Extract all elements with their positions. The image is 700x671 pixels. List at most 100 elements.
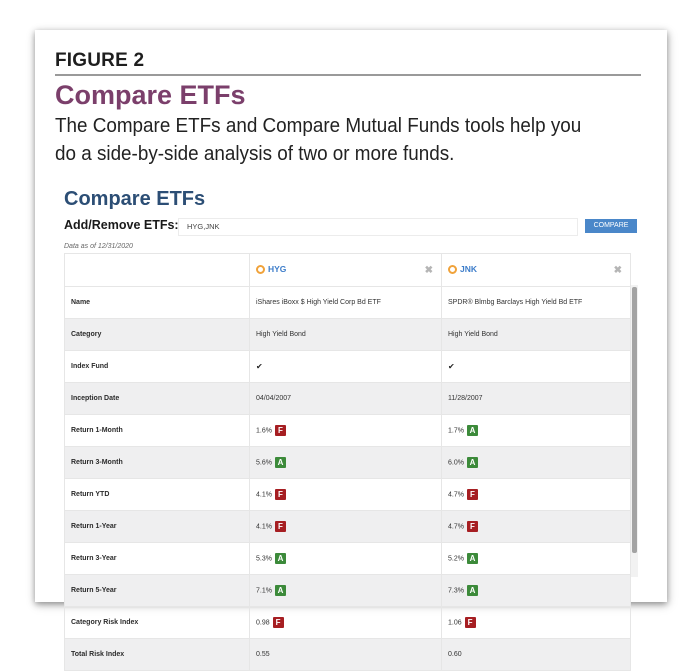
compare-button[interactable]: COMPARE: [585, 219, 637, 233]
value-text: 4.1%: [256, 491, 272, 499]
grade-badge: A: [466, 425, 478, 436]
etf-tickers-input[interactable]: [178, 218, 578, 236]
value-text: 1.7%: [448, 427, 464, 435]
fund-value-cell: 5.3% A: [249, 542, 442, 575]
fund-value-cell: 1.6% F: [249, 414, 442, 447]
grade-badge: A: [274, 457, 286, 468]
value-text: 4.7%: [448, 523, 464, 531]
fund-value-cell: 7.3% A: [441, 574, 631, 607]
table-row: Return 3-Year 5.3% A 5.2% A: [64, 542, 631, 575]
value-text: 7.1%: [256, 587, 272, 595]
fund-value-cell: 7.1% A: [249, 574, 442, 607]
checkmark-icon: ✔: [448, 362, 455, 371]
value-text: 5.3%: [256, 555, 272, 563]
fund-ticker: JNK: [460, 264, 478, 275]
remove-fund-close-icon[interactable]: ✖: [613, 265, 622, 276]
table-row: Category High Yield Bond High Yield Bond: [64, 318, 631, 351]
grade-badge: A: [466, 457, 478, 468]
figure-description: The Compare ETFs and Compare Mutual Fund…: [55, 114, 582, 165]
table-row: Return 1-Year 4.1% F 4.7% F: [64, 510, 631, 543]
fund-value-cell: iShares iBoxx $ High Yield Corp Bd ETF: [249, 286, 442, 319]
fund-value-cell: High Yield Bond: [249, 318, 442, 351]
row-label: Total Risk Index: [64, 638, 250, 671]
row-label: Return 1-Year: [64, 510, 250, 543]
fund-value-cell: 4.1% F: [249, 478, 442, 511]
value-text: 1.06: [448, 619, 462, 627]
fund-value-cell: 04/04/2007: [249, 382, 442, 415]
value-text: iShares iBoxx $ High Yield Corp Bd ETF: [256, 299, 381, 306]
table-row: Category Risk Index 0.98 F 1.06 F: [64, 606, 631, 639]
checkmark-icon: ✔: [256, 362, 263, 371]
fund-column-header: JNK ✖: [441, 253, 631, 287]
table-row: Index Fund ✔ ✔: [64, 350, 631, 383]
scrollbar-thumb[interactable]: [632, 287, 637, 553]
row-label: Return 5-Year: [64, 574, 250, 607]
remove-fund-close-icon[interactable]: ✖: [424, 265, 433, 276]
grade-badge: A: [274, 585, 286, 596]
table-row: Total Risk Index 0.55 0.60: [64, 638, 631, 671]
row-label: Index Fund: [64, 350, 250, 383]
table-row: Return 1-Month 1.6% F 1.7% A: [64, 414, 631, 447]
circle-icon: [448, 264, 457, 274]
grade-badge: F: [466, 489, 478, 500]
row-label: Return YTD: [64, 478, 250, 511]
grade-badge: A: [274, 553, 286, 564]
grade-badge: F: [272, 617, 284, 628]
add-remove-label: Add/Remove ETFs:: [64, 218, 179, 232]
figure-divider: [55, 74, 641, 76]
grade-badge: F: [274, 425, 286, 436]
value-text: 0.55: [256, 651, 270, 658]
row-label: Category Risk Index: [64, 606, 250, 639]
fund-value-cell: 4.7% F: [441, 510, 631, 543]
row-label: Return 3-Month: [64, 446, 250, 479]
row-label: Return 1-Month: [64, 414, 250, 447]
value-text: 11/28/2007: [448, 395, 483, 402]
fund-column-header: HYG ✖: [249, 253, 442, 287]
value-text: 5.2%: [448, 555, 464, 563]
value-text: SPDR® Blmbg Barclays High Yield Bd ETF: [448, 299, 583, 306]
circle-icon: [256, 264, 265, 274]
comparison-table-container: HYG ✖ JNK ✖ Name iShares iBoxx $ High Yie…: [64, 253, 631, 671]
table-header-row: HYG ✖ JNK ✖: [64, 253, 631, 287]
fund-value-cell: 4.7% F: [441, 478, 631, 511]
grade-badge: F: [274, 489, 286, 500]
value-text: High Yield Bond: [256, 331, 306, 338]
value-text: 0.60: [448, 651, 462, 658]
data-as-of-note: Data as of 12/31/2020: [64, 243, 133, 250]
value-text: 5.6%: [256, 459, 272, 467]
value-text: 4.1%: [256, 523, 272, 531]
value-text: 4.7%: [448, 491, 464, 499]
table-row: Return YTD 4.1% F 4.7% F: [64, 478, 631, 511]
fund-ticker: HYG: [268, 264, 287, 275]
fund-ticker-link[interactable]: HYG: [256, 264, 286, 274]
header-blank-cell: [64, 253, 250, 287]
row-label: Name: [64, 286, 250, 319]
table-row: Name iShares iBoxx $ High Yield Corp Bd E…: [64, 286, 631, 319]
grade-badge: A: [466, 585, 478, 596]
fund-value-cell: High Yield Bond: [441, 318, 631, 351]
table-row: Return 5-Year 7.1% A 7.3% A: [64, 574, 631, 607]
figure-title: Compare ETFs: [55, 80, 246, 110]
table-row: Return 3-Month 5.6% A 6.0% A: [64, 446, 631, 479]
value-text: 7.3%: [448, 587, 464, 595]
value-text: 1.6%: [256, 427, 272, 435]
grade-badge: F: [274, 521, 286, 532]
fund-value-cell: 1.06 F: [441, 606, 631, 639]
table-body: Name iShares iBoxx $ High Yield Corp Bd E…: [64, 286, 631, 671]
fund-value-cell: 5.2% A: [441, 542, 631, 575]
grade-badge: A: [466, 553, 478, 564]
row-label: Category: [64, 318, 250, 351]
fund-value-cell: 4.1% F: [249, 510, 442, 543]
figure-label: FIGURE 2: [55, 50, 145, 71]
value-text: 04/04/2007: [256, 395, 292, 402]
grade-badge: F: [464, 617, 476, 628]
fund-ticker-link[interactable]: JNK: [448, 264, 477, 274]
value-text: High Yield Bond: [448, 331, 498, 338]
fund-value-cell: ✔: [249, 350, 442, 383]
fund-value-cell: 11/28/2007: [441, 382, 631, 415]
fund-value-cell: 6.0% A: [441, 446, 631, 479]
fund-value-cell: 1.7% A: [441, 414, 631, 447]
value-text: 0.98: [256, 619, 270, 627]
fund-value-cell: 5.6% A: [249, 446, 442, 479]
fund-value-cell: 0.98 F: [249, 606, 442, 639]
